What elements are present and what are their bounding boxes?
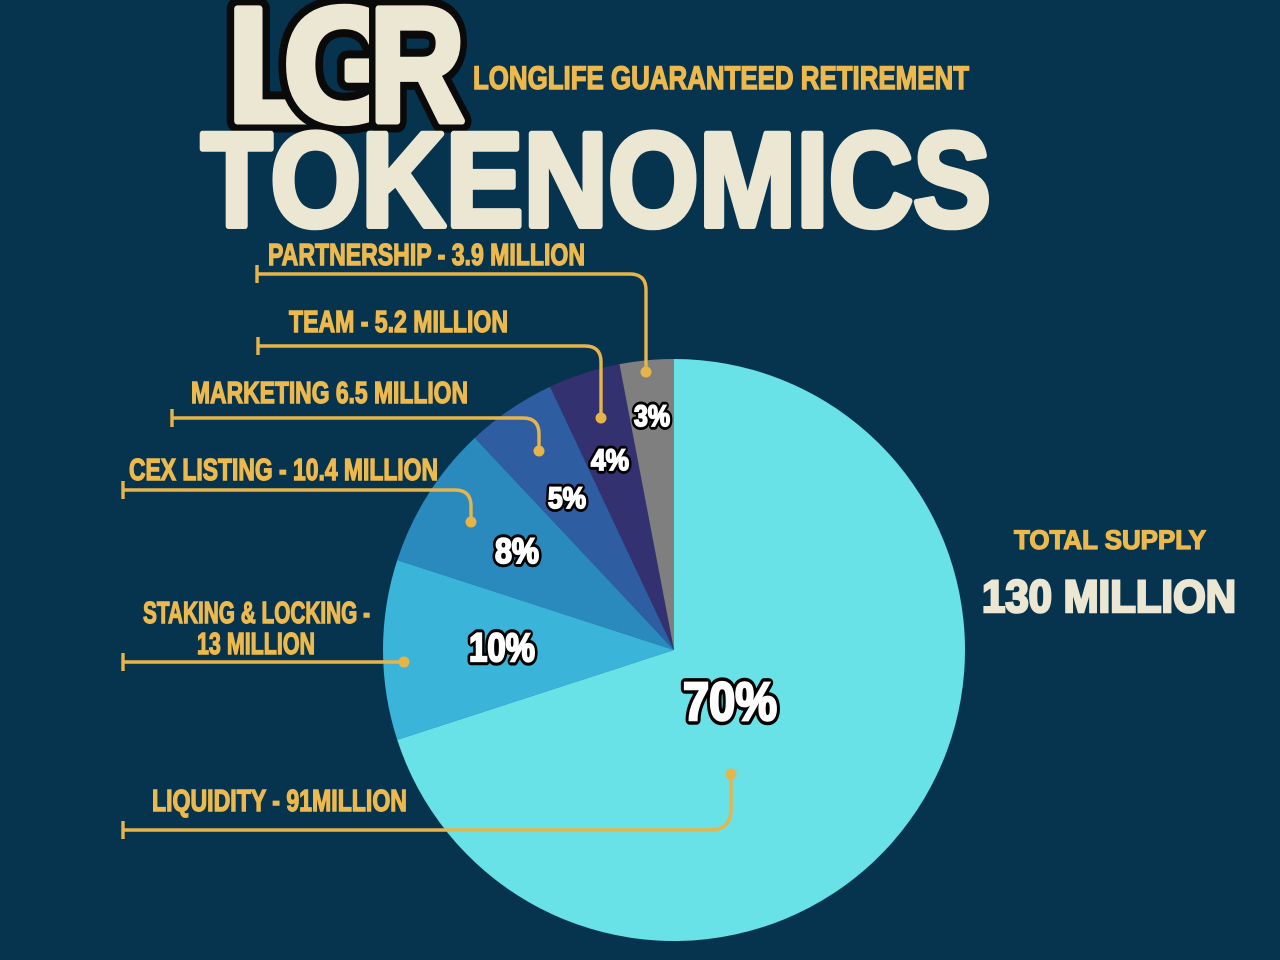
svg-text:70%: 70% xyxy=(683,672,777,732)
svg-text:TEAM - 5.2 MILLION: TEAM - 5.2 MILLION xyxy=(289,305,508,339)
svg-text:10%: 10% xyxy=(469,626,535,670)
svg-text:8%: 8% xyxy=(495,532,539,571)
svg-text:5%: 5% xyxy=(548,482,586,515)
svg-text:LONGLIFE GUARANTEED RETIREMENT: LONGLIFE GUARANTEED RETIREMENT xyxy=(473,60,969,96)
svg-text:TOKENOMICS: TOKENOMICS xyxy=(201,106,991,255)
svg-text:CEX LISTING - 10.4 MILLION: CEX LISTING - 10.4 MILLION xyxy=(129,453,438,487)
svg-text:70%: 70% xyxy=(683,672,777,732)
svg-text:L: L xyxy=(227,0,320,156)
svg-text:4%: 4% xyxy=(591,444,629,477)
svg-text:8%: 8% xyxy=(495,532,539,571)
svg-text:STAKING & LOCKING -: STAKING & LOCKING - xyxy=(143,596,370,630)
svg-text:R: R xyxy=(370,0,465,156)
svg-text:10%: 10% xyxy=(469,626,535,670)
svg-text:LIQUIDITY - 91MILLION: LIQUIDITY - 91MILLION xyxy=(152,784,407,818)
svg-text:3%: 3% xyxy=(634,400,670,433)
svg-text:G: G xyxy=(283,0,404,156)
svg-text:G: G xyxy=(283,0,404,156)
svg-text:130 MILLION: 130 MILLION xyxy=(982,571,1236,622)
svg-text:PARTNERSHIP - 3.9 MILLION: PARTNERSHIP - 3.9 MILLION xyxy=(268,238,585,272)
svg-text:MARKETING 6.5 MILLION: MARKETING 6.5 MILLION xyxy=(191,376,468,410)
svg-text:R: R xyxy=(370,0,465,156)
svg-text:TOTAL SUPPLY: TOTAL SUPPLY xyxy=(1014,525,1206,555)
svg-text:L: L xyxy=(227,0,320,156)
svg-text:13 MILLION: 13 MILLION xyxy=(197,627,315,661)
svg-text:5%: 5% xyxy=(548,482,586,515)
svg-text:3%: 3% xyxy=(634,400,670,433)
svg-text:4%: 4% xyxy=(591,444,629,477)
